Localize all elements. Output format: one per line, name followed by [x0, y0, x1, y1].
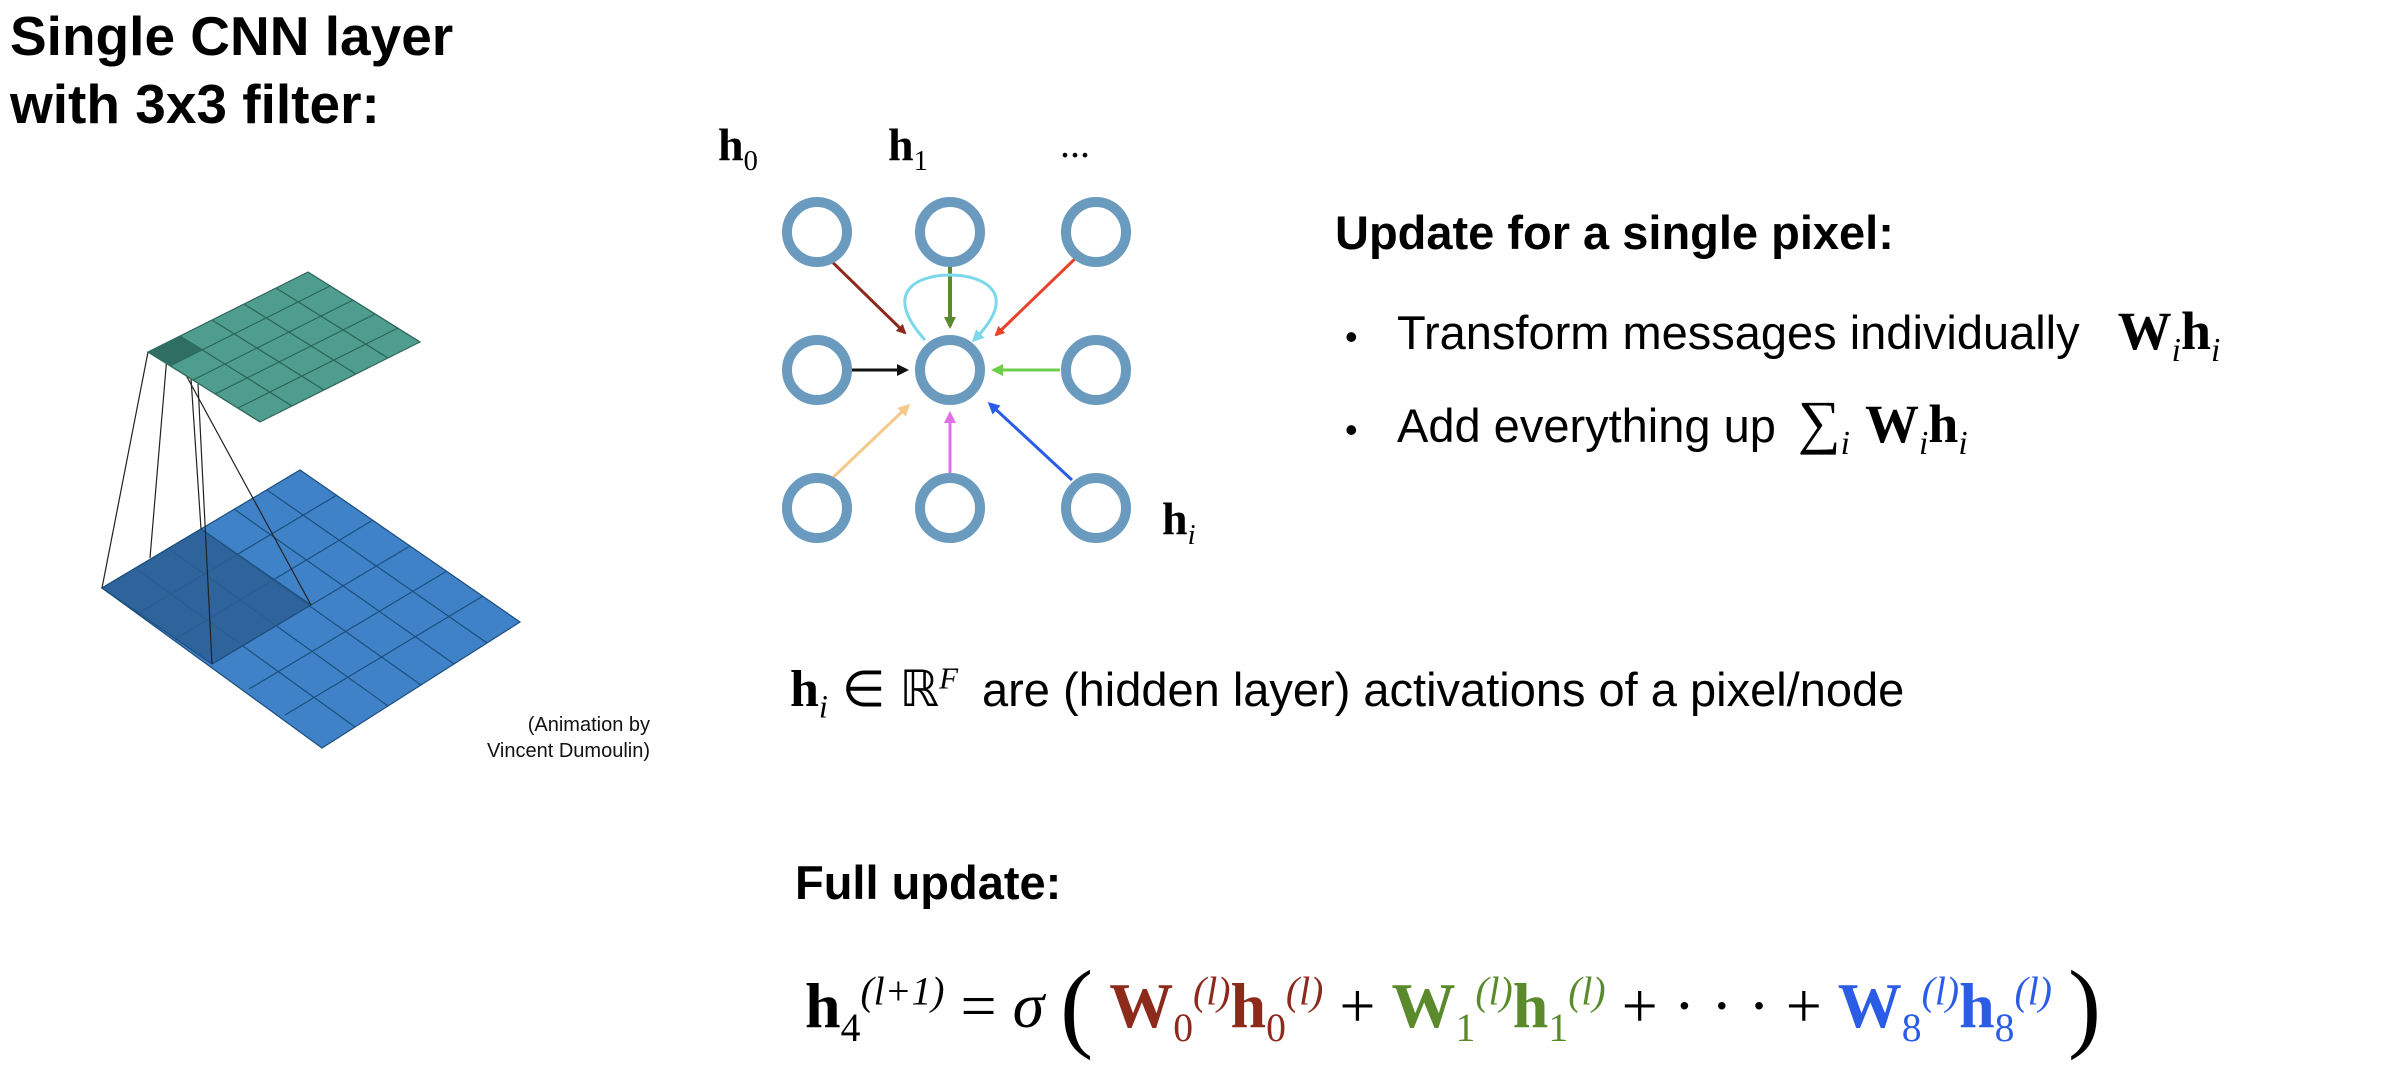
- real-space: ℝF: [899, 660, 958, 717]
- arrow-top-right: [994, 250, 1084, 337]
- activation-definition: hi ∈ ℝF are (hidden layer) activations o…: [790, 660, 1904, 725]
- element-of: ∈: [841, 661, 886, 717]
- bullet-sum: • Add everything up ∑i Wihi: [1345, 388, 1968, 463]
- eq-term-0: W0(l)h0(l): [1109, 969, 1324, 1050]
- full-update-equation: h4(l+1) = σ ( W0(l)h0(l) + W1(l)h1(l) + …: [805, 952, 2101, 1061]
- output-grid-lines: [169, 285, 399, 409]
- full-update-heading: Full update:: [795, 856, 1062, 909]
- output-cell: [148, 336, 202, 366]
- arrow-bottom-left: [820, 403, 911, 490]
- eq-term-1: W1(l)h1(l): [1391, 969, 1606, 1050]
- eq-ellipsis: · · ·: [1673, 970, 1770, 1042]
- bullet-dot: •: [1345, 409, 1358, 450]
- node-5: [1061, 335, 1131, 405]
- eq-lhs: h4(l+1): [805, 969, 945, 1050]
- node-7: [915, 473, 985, 543]
- arrow-bottom-right: [987, 401, 1074, 482]
- projection-lines: [101, 332, 312, 665]
- node-8: [1061, 473, 1131, 543]
- message-passing-graph: [782, 197, 1131, 543]
- label-h0: h0: [718, 119, 758, 178]
- eq-equals: =: [960, 970, 997, 1042]
- label-ellipsis: ...: [1060, 121, 1090, 166]
- animation-credit: (Animation by Vincent Dumoulin): [430, 712, 650, 764]
- output-grid: [146, 271, 422, 423]
- self-loop: [903, 273, 998, 343]
- node-2: [1061, 197, 1131, 267]
- label-hi: hi: [1162, 493, 1196, 552]
- label-h1: h1: [888, 119, 928, 178]
- bullet-sum-formula: ∑i Wihi: [1797, 389, 1968, 462]
- cnn-filter-illustration: [100, 271, 522, 749]
- bullet-sum-text: Add everything up: [1397, 399, 1776, 452]
- node-3: [782, 335, 852, 405]
- bullet-transform-text: Transform messages individually: [1397, 306, 2080, 359]
- title-line-1: Single CNN layer: [10, 5, 454, 67]
- activation-text: are (hidden layer) activations of a pixe…: [982, 663, 1905, 716]
- eq-term-8: W8(l)h8(l): [1837, 969, 2052, 1050]
- arrow-top-left: [818, 248, 907, 335]
- eq-sigma: σ: [1012, 970, 1045, 1042]
- node-center: [915, 335, 985, 405]
- bullet-dot: •: [1345, 316, 1358, 357]
- node-6: [782, 473, 852, 543]
- credit-line-2: Vincent Dumoulin): [486, 740, 650, 762]
- single-pixel-heading: Update for a single pixel:: [1335, 206, 1894, 259]
- node-1: [915, 197, 985, 267]
- node-0: [782, 197, 852, 267]
- credit-line-1: (Animation by: [527, 714, 650, 736]
- activation-symbol: hi: [790, 661, 828, 725]
- bullet-transform-formula: Wihi: [2117, 301, 2221, 369]
- title-line-2: with 3x3 filter:: [10, 73, 380, 135]
- slide-title: Single CNN layer with 3x3 filter:: [10, 2, 453, 138]
- bullet-transform: • Transform messages individually Wihi: [1345, 300, 2220, 370]
